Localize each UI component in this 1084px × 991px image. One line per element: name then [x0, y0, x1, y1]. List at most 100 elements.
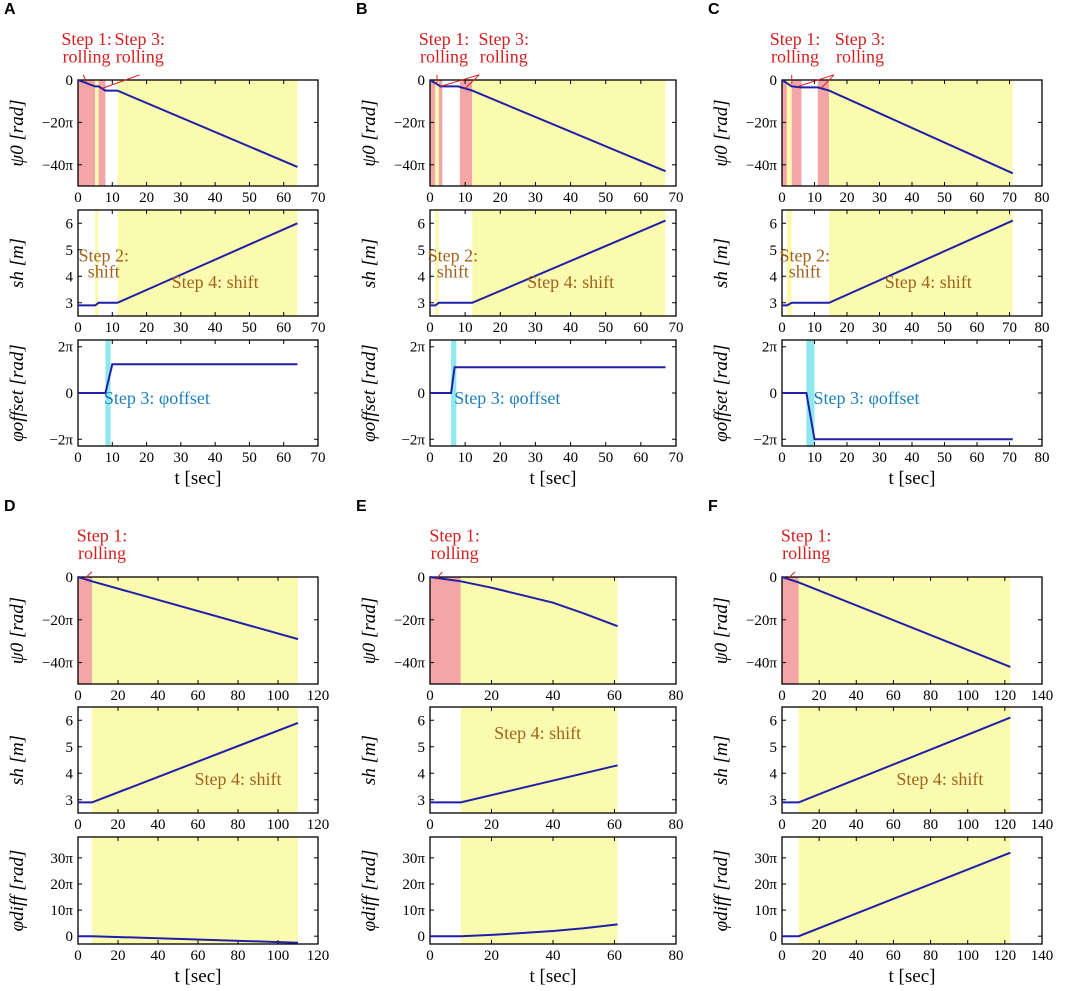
y-tick-label: 3 [418, 793, 426, 809]
band-shift [472, 80, 666, 186]
x-tick-label: 80 [231, 688, 246, 704]
y-tick-label: 0 [418, 73, 426, 89]
x-tick-label: 40 [563, 450, 578, 466]
axes-frame [429, 209, 677, 317]
y-tick-label: 2π [58, 340, 74, 356]
x-tick-label: 100 [956, 948, 979, 964]
x-tick-label: 30 [528, 450, 543, 466]
step-annotation: Step 3: [479, 29, 530, 49]
band-rolling [782, 80, 787, 186]
x-tick-label: 100 [267, 688, 290, 704]
band-rolling [430, 577, 461, 684]
y-tick-label: 0 [770, 386, 778, 402]
y-tick-label: −40π [394, 158, 425, 174]
band-shift [95, 80, 99, 186]
x-tick-label: 30 [173, 450, 188, 466]
step-annotation: rolling [771, 46, 819, 66]
x-tick-label: 20 [812, 817, 827, 833]
x-tick-label: 40 [849, 817, 864, 833]
step-annotation: Step 4: shift [896, 769, 983, 789]
x-tick-label: 80 [923, 948, 938, 964]
subplot-psi: 0 20 40 60 80 100 120 0 −20π −40π ψ0 [rad] Step 1:r… [7, 526, 329, 704]
x-tick-label: 30 [872, 450, 887, 466]
annotation-leader [435, 571, 443, 580]
y-axis-label: sh [m] [711, 238, 732, 288]
x-tick-label: 80 [669, 817, 684, 833]
y-tick-label: −40π [394, 656, 425, 672]
x-tick-label: 50 [598, 450, 613, 466]
y-tick-label: 5 [770, 243, 778, 259]
step-annotation: Step 1: [419, 29, 470, 49]
annotation-leader [464, 74, 480, 89]
subplot-diff: 0 20 40 60 80 100 120 140 0 10π 20π 30π φdiff [rad] [711, 836, 1054, 964]
x-tick-label: 10 [458, 450, 473, 466]
y-axis-label: φdiff [rad] [7, 850, 28, 932]
x-tick-label: 0 [74, 948, 82, 964]
series-line [781, 79, 1014, 175]
x-tick-label: 40 [151, 688, 166, 704]
x-tick-label: 0 [426, 688, 434, 704]
x-tick-label: 60 [970, 320, 985, 336]
subplot-sh: 0 20 40 60 80 100 120 3 4 5 6 sh [m] Step 4: shift [7, 706, 329, 833]
band-rolling [791, 80, 802, 186]
x-axis-label: t [sec] [530, 966, 577, 987]
step-annotation: Step 1: [429, 526, 480, 546]
y-tick-label: 5 [66, 243, 74, 259]
x-tick-label: 20 [111, 688, 126, 704]
x-tick-label: 0 [426, 948, 434, 964]
y-tick-label: 4 [66, 766, 74, 782]
series-line [429, 79, 666, 173]
x-tick-label: 0 [74, 320, 82, 336]
y-tick-label: 3 [770, 793, 778, 809]
y-axis-label: ψ0 [rad] [359, 99, 380, 166]
subplot-sh: 0 20 40 60 80 100 120 140 3 4 5 6 sh [m] Step 4: shif… [711, 706, 1053, 833]
step-annotation: Step 4: shift [194, 769, 281, 789]
y-tick-label: 0 [770, 570, 778, 586]
x-tick-label: 80 [669, 688, 684, 704]
y-tick-label: 0 [66, 570, 74, 586]
y-tick-label: 20π [50, 877, 73, 893]
x-tick-label: 60 [970, 450, 985, 466]
x-tick-label: 60 [607, 948, 622, 964]
y-tick-label: 5 [418, 740, 426, 756]
x-tick-label: 0 [426, 320, 434, 336]
band-rolling [430, 80, 436, 186]
x-tick-label: 60 [970, 190, 985, 206]
x-tick-label: 40 [208, 320, 223, 336]
x-tick-label: 120 [307, 948, 330, 964]
y-tick-label: 2π [410, 340, 426, 356]
x-tick-label: 20 [812, 948, 827, 964]
x-tick-label: 40 [546, 688, 561, 704]
x-tick-label: 40 [151, 817, 166, 833]
band-rolling [817, 80, 830, 186]
x-tick-label: 10 [807, 450, 822, 466]
axes-frame [77, 79, 319, 187]
step-annotation: rolling [782, 543, 830, 563]
axes-frame [781, 836, 1043, 945]
step-annotation: rolling [63, 46, 111, 66]
band-offset [105, 340, 111, 446]
x-tick-label: 70 [669, 190, 684, 206]
series-line [782, 219, 1014, 307]
x-tick-label: 0 [426, 817, 434, 833]
y-tick-label: −2π [401, 432, 425, 448]
x-tick-label: 70 [311, 320, 326, 336]
y-tick-label: 4 [770, 766, 778, 782]
y-tick-label: 0 [418, 386, 426, 402]
x-tick-label: 20 [493, 190, 508, 206]
y-tick-label: −40π [42, 158, 73, 174]
band-shift [460, 837, 618, 944]
x-tick-label: 140 [1031, 948, 1054, 964]
x-tick-label: 60 [191, 817, 206, 833]
y-tick-label: 30π [754, 851, 777, 867]
annotation-leader [82, 74, 88, 83]
y-tick-label: 0 [418, 929, 426, 945]
y-tick-label: 6 [770, 216, 778, 232]
x-tick-label: 80 [1035, 320, 1050, 336]
series-line [429, 576, 618, 628]
x-tick-label: 0 [426, 190, 434, 206]
x-tick-label: 10 [458, 190, 473, 206]
y-tick-label: 0 [66, 386, 74, 402]
